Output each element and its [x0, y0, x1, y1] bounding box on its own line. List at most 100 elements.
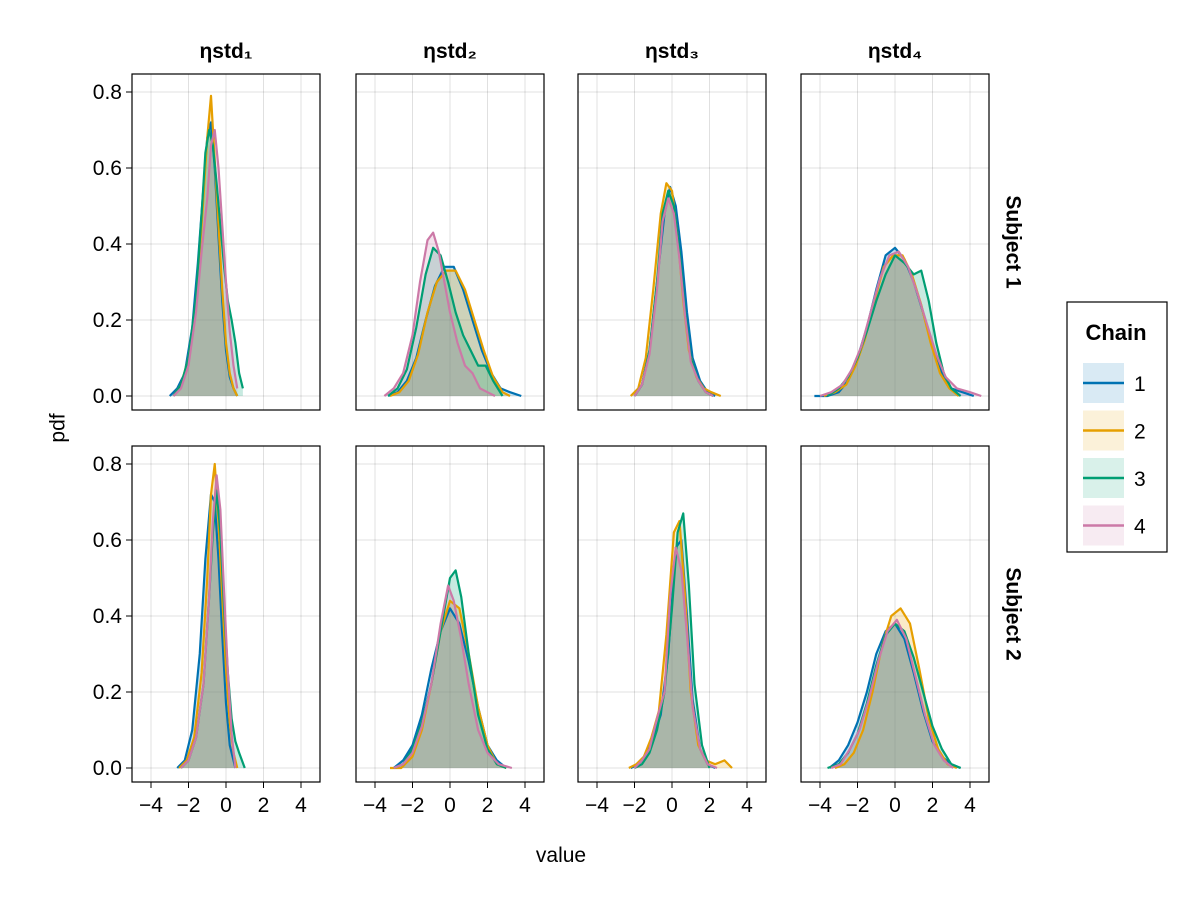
y-axis-label: pdf: [47, 413, 70, 442]
x-tick-label: −4: [363, 794, 387, 817]
x-tick-label: −2: [623, 794, 647, 817]
y-tick-label: 0.6: [93, 157, 122, 180]
panels-layer: 0.00.20.40.60.80.00.20.40.60.8−4 −2 0 2 4 −4−…: [93, 73, 990, 817]
density-line-chain-2: [628, 519, 733, 769]
x-tick-label: −4: [808, 794, 832, 817]
density-line-chain-4: [633, 197, 714, 397]
x-tick-label: 4: [295, 794, 307, 817]
density-line-chain-1: [176, 493, 237, 769]
density-area-chain-1: [634, 187, 716, 396]
x-tick-label: 0: [444, 794, 456, 817]
panel-2-3: −4 −2 0 2 4: [577, 445, 767, 817]
legend-entry-chain-4: 4: [1083, 505, 1146, 546]
column-title: ηstd₃: [645, 40, 699, 63]
panel-1-4: [800, 73, 990, 411]
legend-label: 4: [1134, 516, 1146, 539]
density-line-chain-3: [387, 246, 504, 397]
density-line-chain-4: [819, 250, 982, 398]
density-line-chain-3: [634, 512, 711, 769]
panel-frame: [577, 73, 767, 411]
density-area-chain-3: [827, 255, 961, 396]
panel-1-2: [355, 73, 545, 411]
density-line-chain-2: [178, 462, 239, 769]
row-label: Subject 1: [1002, 195, 1025, 289]
x-tick-label: 0: [220, 794, 232, 817]
x-tick-label: 2: [927, 794, 939, 817]
x-axis-label: value: [536, 844, 586, 867]
legend-label: 1: [1134, 373, 1146, 396]
panel-frame: [355, 73, 545, 411]
x-tick-label: −2: [177, 794, 201, 817]
density-area-chain-3: [634, 190, 714, 396]
density-line-chain-2: [823, 254, 960, 398]
row-label: Subject 2: [1002, 567, 1025, 660]
density-curves: [383, 231, 522, 398]
legend: Chain 1 2 3 4: [1066, 301, 1168, 553]
legend-title: Chain: [1085, 320, 1146, 345]
density-area-chain-4: [634, 198, 714, 396]
density-line-chain-2: [389, 269, 511, 398]
legend-label: 2: [1134, 421, 1146, 444]
y-tick-label: 0.2: [93, 681, 122, 704]
density-area-chain-4: [634, 547, 717, 768]
density-curves: [168, 94, 244, 397]
x-tick-label: 4: [519, 794, 531, 817]
column-title: ηstd₄: [868, 40, 922, 63]
legend-label: 3: [1134, 468, 1146, 491]
column-title: ηstd₁: [199, 40, 252, 63]
density-curves: [176, 462, 246, 769]
y-tick-label: 0.0: [93, 757, 122, 780]
panel-1-3: [577, 73, 767, 411]
y-tick-label: 0.0: [93, 385, 122, 408]
density-line-chain-4: [172, 128, 239, 397]
y-tick-label: 0.4: [93, 233, 123, 256]
panel-2-1: 0.0 0.2 0.4 0.6 0.8 −4 −2 0 2 4: [93, 445, 321, 817]
density-curves: [814, 246, 982, 398]
x-tick-label: 0: [666, 794, 678, 817]
x-tick-label: 2: [482, 794, 494, 817]
y-tick-label: 0.8: [93, 453, 122, 476]
density-line-chain-4: [633, 546, 718, 770]
x-tick-label: −2: [401, 794, 425, 817]
x-tick-label: 2: [258, 794, 270, 817]
legend-entry-chain-2: 2: [1083, 410, 1146, 451]
column-title: ηstd₂: [423, 40, 477, 63]
y-tick-label: 0.6: [93, 529, 122, 552]
y-tick-label: 0.8: [93, 81, 122, 104]
legend-entry-chain-1: 1: [1083, 363, 1146, 403]
density-area-chain-1: [814, 247, 974, 396]
density-line-chain-3: [172, 128, 244, 397]
density-curves: [629, 182, 722, 398]
density-curves: [628, 512, 733, 770]
x-tick-label: −4: [139, 794, 163, 817]
x-tick-label: 4: [741, 794, 753, 817]
density-curves: [390, 569, 513, 770]
density-area-chain-3: [827, 623, 961, 768]
x-tick-label: 0: [889, 794, 901, 817]
y-tick-label: 0.4: [93, 605, 123, 628]
legend-entry-chain-3: 3: [1083, 458, 1146, 498]
density-line-chain-4: [383, 231, 496, 397]
density-area-chain-2: [835, 608, 957, 768]
panel-2-2: −4 −2 0 2 4: [355, 445, 545, 817]
density-line-chain-2: [834, 607, 958, 770]
density-curves: [827, 607, 962, 770]
y-tick-label: 0.2: [93, 309, 122, 332]
panel-1-1: 0.0 0.2 0.4 0.6 0.8: [93, 73, 321, 411]
density-line-chain-4: [393, 584, 513, 770]
density-area-chain-3: [634, 513, 710, 768]
density-area-chain-2: [630, 183, 721, 396]
panel-frame: [131, 73, 321, 411]
legend-frame: [1066, 301, 1168, 553]
density-area-chain-2: [628, 521, 732, 768]
labels-layer: ηstd₁ ηstd₂ ηstd₃ ηstd₄ Subject 1 Subject 2 va…: [47, 40, 1025, 867]
density-line-chain-3: [393, 569, 507, 770]
density-line-chain-4: [180, 474, 237, 769]
density-area-chain-4: [820, 251, 982, 396]
x-tick-label: 2: [704, 794, 716, 817]
panel-frame: [800, 73, 990, 411]
x-tick-label: −2: [846, 794, 870, 817]
density-line-chain-4: [830, 618, 954, 770]
density-area-chain-2: [173, 95, 238, 397]
